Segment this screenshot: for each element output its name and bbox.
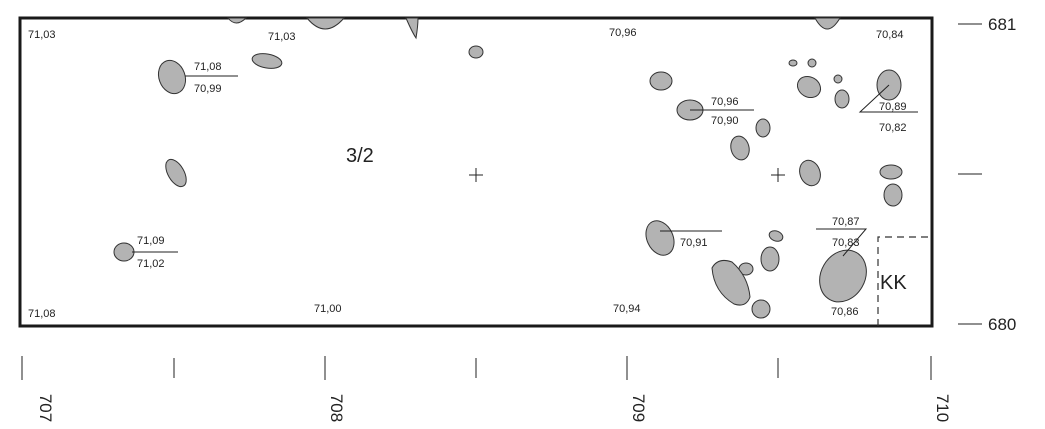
elevation-label: 71,00 [314, 303, 342, 315]
feature [879, 164, 903, 180]
feature [819, 249, 867, 303]
easting-axis: 707 708 709 710 [21, 356, 952, 422]
feature [730, 135, 750, 161]
feature [226, 17, 248, 24]
feature [711, 260, 751, 306]
feature [751, 299, 771, 319]
feature [755, 118, 771, 138]
northing-label: 680 [988, 315, 1016, 334]
elevation-label: 70,82 [879, 122, 907, 134]
elevation-label: 70,84 [876, 29, 904, 41]
northing-axis: 681 680 [958, 15, 1016, 334]
elevation-label: 71,03 [268, 31, 296, 43]
leader-lines [132, 75, 918, 257]
elevation-label: 70,90 [711, 115, 739, 127]
trench-outline [18, 16, 934, 328]
elevation-label: 71,08 [28, 308, 56, 320]
feature [833, 74, 843, 84]
feature [251, 53, 283, 69]
elevation-label: 70,96 [711, 96, 739, 108]
kk-label: KK [880, 272, 907, 294]
elevation-labels: 71,03 71,03 70,96 70,84 71,08 70,99 70,9… [28, 27, 907, 320]
feature [405, 17, 419, 40]
northing-label: 681 [988, 15, 1016, 34]
elevation-label: 71,03 [28, 29, 56, 41]
elevation-label: 70,86 [831, 306, 859, 318]
feature [768, 230, 784, 242]
trench-label: 3/2 [346, 145, 374, 167]
feature [649, 71, 673, 91]
feature [799, 159, 821, 187]
elevation-label: 71,02 [137, 258, 165, 270]
elevation-label: 70,83 [832, 237, 860, 249]
kk-area-outline [877, 236, 932, 326]
feature [157, 59, 187, 95]
feature [814, 17, 841, 30]
feature [645, 220, 675, 256]
easting-label: 707 [36, 394, 55, 422]
elevation-label: 70,94 [613, 303, 641, 315]
elevation-label: 70,89 [879, 101, 907, 113]
feature [807, 58, 817, 68]
grid-cross [771, 168, 785, 182]
elevation-label: 70,99 [194, 83, 222, 95]
elevation-label: 70,91 [680, 237, 708, 249]
feature [113, 242, 135, 262]
easting-label: 710 [933, 394, 952, 422]
feature [883, 183, 903, 207]
easting-label: 709 [629, 394, 648, 422]
easting-label: 708 [327, 394, 346, 422]
elevation-label: 71,08 [194, 61, 222, 73]
elevation-label: 70,96 [609, 27, 637, 39]
feature [305, 17, 346, 30]
feature [796, 75, 822, 99]
feature [760, 246, 780, 272]
grid-cross [469, 168, 483, 182]
features [113, 17, 903, 319]
feature [165, 158, 187, 188]
elevation-label: 71,09 [137, 235, 165, 247]
feature [788, 59, 798, 67]
feature [468, 45, 484, 59]
elevation-label: 70,87 [832, 216, 860, 228]
feature [834, 89, 850, 109]
